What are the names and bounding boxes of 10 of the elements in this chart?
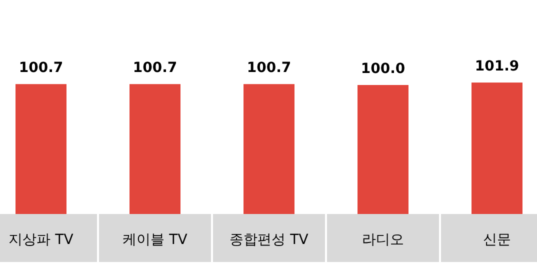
x-tick-label: 신문 <box>483 232 511 248</box>
data-label: 100.0 <box>360 61 406 77</box>
x-tick-label: 지상파 TV <box>8 232 74 248</box>
x-tick-label: 종합편성 TV <box>230 232 309 248</box>
data-label: 100.7 <box>18 60 64 76</box>
x-tick-label: 라디오 <box>362 232 404 248</box>
data-label: 101.9 <box>474 58 520 75</box>
data-label: 100.7 <box>132 60 178 76</box>
x-tick-label: 케이블 TV <box>122 232 188 248</box>
data-label: 100.7 <box>246 60 292 76</box>
